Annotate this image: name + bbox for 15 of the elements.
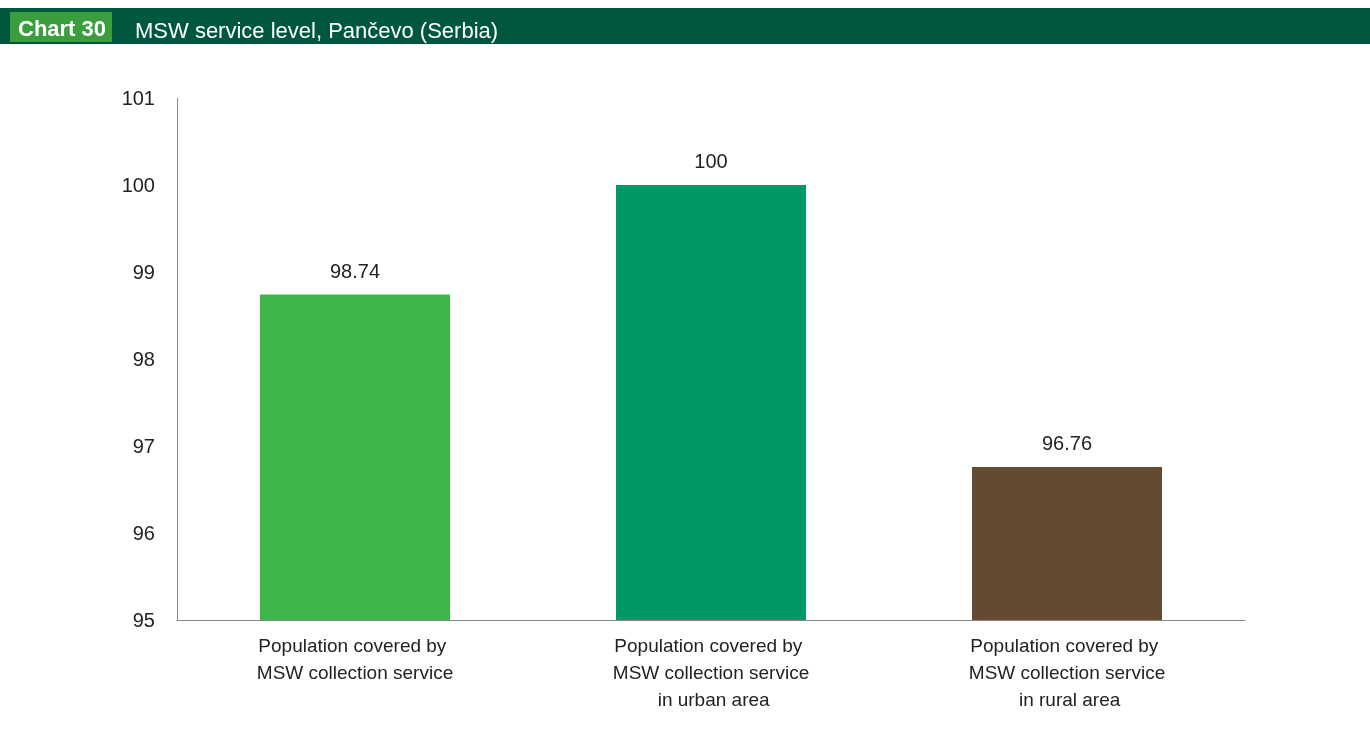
data-label: 98.74 (329, 259, 381, 282)
y-tick-label: 95 (132, 609, 155, 631)
chart-title: MSW service level, Pančevo (Serbia) (135, 17, 499, 43)
y-tick-label: 101 (121, 87, 155, 109)
x-tick-label: Population covered by MSW collection service in urban area (612, 635, 810, 710)
y-tick-label: 99 (132, 261, 155, 283)
y-tick-label: 96 (132, 522, 155, 544)
y-tick-label: 100 (121, 174, 155, 196)
data-label: 96.76 (1041, 431, 1093, 454)
x-tick-label: Population covered by MSW collection service in rural area (968, 635, 1166, 710)
x-tick-label: Population covered by MSW collection service (256, 635, 454, 683)
data-label: 100 (694, 150, 728, 172)
y-tick-label: 98 (132, 348, 155, 370)
y-tick-label: 97 (132, 435, 155, 457)
caption: Chart 30 (18, 15, 107, 41)
